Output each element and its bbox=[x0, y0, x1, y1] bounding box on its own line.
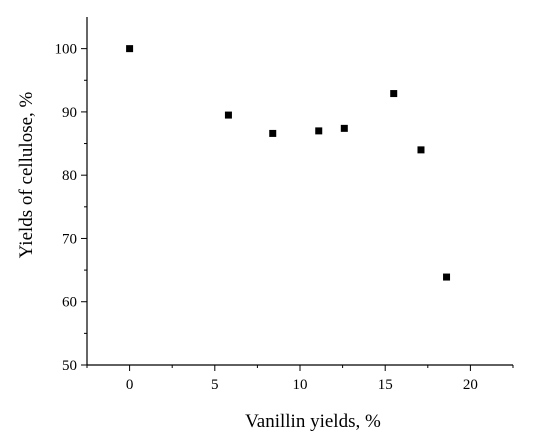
y-axis-ticks: 50 60 70 80 90 100 bbox=[55, 42, 87, 374]
x-axis-ticks: 0 5 10 15 20 bbox=[86, 365, 514, 393]
y-tick-label: 70 bbox=[62, 231, 77, 247]
data-point bbox=[224, 111, 232, 119]
data-point bbox=[443, 273, 451, 281]
data-points bbox=[126, 45, 451, 281]
x-axis-title: Vanillin yields, % bbox=[245, 411, 381, 432]
x-tick-label: 20 bbox=[463, 377, 478, 393]
y-tick-label: 50 bbox=[62, 358, 77, 374]
x-tick-label: 10 bbox=[293, 377, 308, 393]
x-tick-label: 0 bbox=[126, 377, 134, 393]
data-point bbox=[390, 90, 398, 98]
data-point bbox=[126, 45, 134, 53]
y-axis-title: Yields of cellulose, % bbox=[16, 91, 37, 258]
x-tick-label: 5 bbox=[211, 377, 219, 393]
y-tick-label: 80 bbox=[62, 168, 77, 184]
y-tick-label: 60 bbox=[62, 295, 77, 311]
data-point bbox=[315, 127, 323, 135]
y-tick-label: 90 bbox=[62, 105, 77, 121]
data-point bbox=[269, 129, 277, 137]
x-tick-label: 15 bbox=[378, 377, 393, 393]
data-point bbox=[340, 124, 348, 132]
y-tick-label: 100 bbox=[55, 42, 78, 58]
axes bbox=[86, 17, 513, 366]
data-point bbox=[417, 146, 425, 154]
